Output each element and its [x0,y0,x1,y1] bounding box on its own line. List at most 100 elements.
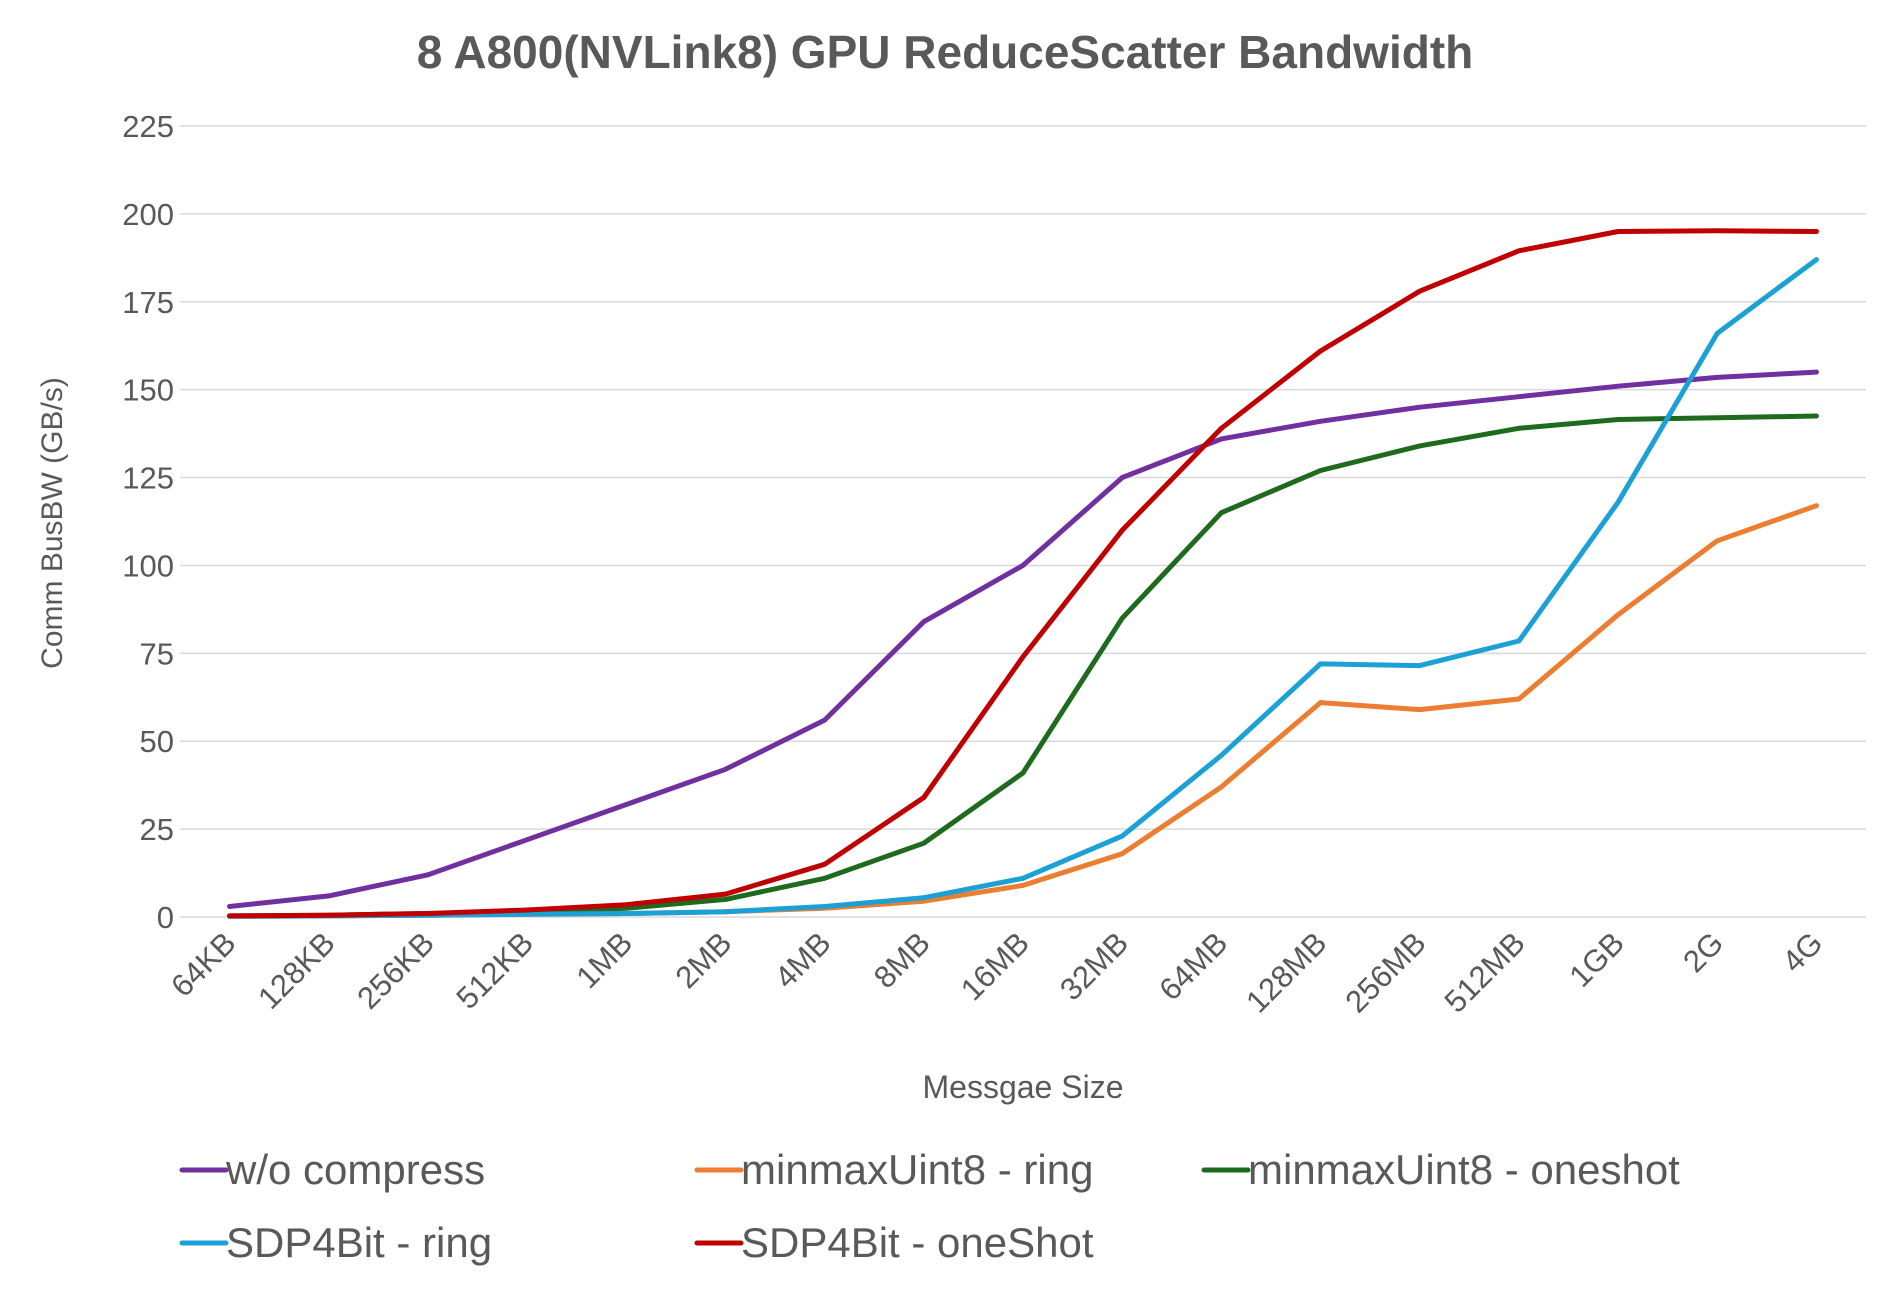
y-axis-ticks: 0 25 50 75 100 125 150 175 200 225 [122,109,174,935]
data-point [1119,851,1125,857]
legend-item: SDP4Bit - oneShot [694,1219,1094,1266]
data-point [1318,348,1323,354]
data-point [1516,638,1522,644]
data-point [227,904,232,909]
data-point [921,895,927,901]
data-point [921,795,927,800]
y-tick-label: 75 [140,636,174,671]
data-point [1218,510,1224,516]
data-point [227,913,232,919]
series-group [227,228,1819,919]
data-point [822,875,828,881]
data-point [623,802,629,807]
data-point [1020,654,1026,660]
data-point [723,909,728,915]
data-point [822,717,828,723]
data-point [425,872,431,878]
legend-item: SDP4Bit - ring [179,1219,492,1266]
data-point [1119,615,1125,621]
data-point [1417,707,1423,712]
data-point [1318,700,1323,705]
data-point [1119,833,1125,839]
series-group [227,369,1819,909]
data-point [1615,612,1621,618]
data-point [1318,418,1323,424]
y-tick-label: 175 [122,285,174,320]
chart-title: 8 A800(NVLink8) GPU ReduceScatter Bandwi… [417,26,1474,78]
data-point [723,891,728,897]
data-point [1714,415,1720,421]
data-point [1814,369,1819,375]
data-point [1714,374,1720,380]
series-lines [227,228,1819,919]
data-point [1020,882,1026,888]
data-point [1814,257,1819,262]
data-point [1814,229,1819,234]
data-point [326,893,332,899]
data-point [1615,417,1621,422]
data-point [921,840,927,846]
x-axis-label: Messgae Size [923,1069,1124,1105]
data-point [623,902,629,908]
data-point [1119,527,1125,533]
legend: w/o compress minmaxUint8 - ring minmaxUint… [179,1146,1680,1266]
legend-label: SDP4Bit - ring [226,1219,492,1266]
data-point [1516,696,1522,702]
legend-item: minmaxUint8 - ring [694,1146,1093,1193]
data-point [1615,383,1621,389]
data-point [1714,228,1720,234]
data-point [1615,229,1621,234]
data-point [1417,663,1423,669]
data-point [425,911,431,916]
data-point [1417,288,1423,294]
data-point [1020,770,1026,776]
legend-label: minmaxUint8 - oneshot [1248,1146,1680,1193]
data-point [1714,331,1720,336]
data-point [723,766,728,772]
y-tick-label: 100 [122,548,174,583]
data-point [1318,468,1323,473]
data-point [1119,475,1125,480]
data-point [524,837,530,843]
data-point [524,911,530,917]
y-tick-label: 25 [140,812,174,847]
data-point [1318,661,1323,667]
data-point [723,897,728,902]
data-point [623,911,629,916]
data-point [326,912,332,918]
legend-label: w/o compress [225,1146,485,1193]
legend-item: minmaxUint8 - oneshot [1201,1146,1680,1193]
data-point [1020,875,1026,881]
data-point [1417,443,1423,449]
y-tick-label: 0 [157,900,174,935]
data-point [1218,752,1224,758]
y-tick-label: 50 [140,724,174,759]
data-point [1417,404,1423,410]
data-point [822,861,828,867]
y-axis-label: Comm BusBW (GB/s) [36,377,69,669]
data-point [921,619,927,625]
data-point [822,904,828,909]
legend-label: SDP4Bit - oneShot [741,1219,1094,1266]
data-point [1814,413,1819,419]
data-point [1218,425,1224,431]
data-point [1814,503,1819,509]
data-point [1516,425,1522,431]
data-point [524,907,530,913]
y-tick-label: 150 [122,373,174,408]
y-tick-label: 125 [122,461,174,496]
data-point [1020,563,1026,568]
data-point [1218,436,1224,442]
data-point [1218,784,1224,790]
legend-label: minmaxUint8 - ring [741,1146,1093,1193]
data-point [1516,248,1522,254]
data-point [1516,394,1522,400]
data-point [1714,538,1720,544]
y-tick-label: 200 [122,197,174,232]
legend-item: w/o compress [179,1146,485,1193]
y-tick-label: 225 [122,109,174,144]
data-point [1615,499,1621,505]
